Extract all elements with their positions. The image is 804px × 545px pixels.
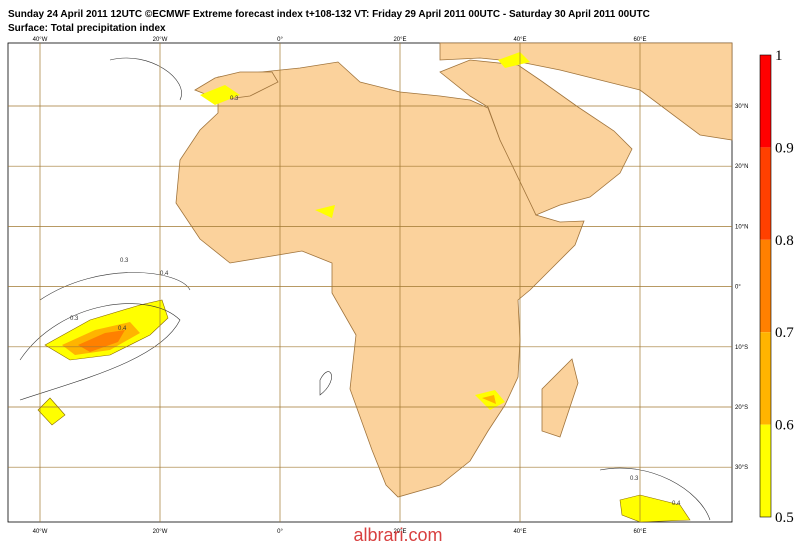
lon-label: 60°E bbox=[633, 529, 646, 535]
colorbar: 1 0.9 0.8 0.7 0.6 0.5 bbox=[759, 48, 794, 526]
graticule: 40°W 40°W 20°W 20°W 0° 0° 20°E 20°E 40°E 40°E 60°E… bbox=[8, 37, 748, 535]
lon-label: 20°E bbox=[393, 529, 406, 535]
lat-label: 20°N bbox=[735, 164, 748, 170]
lon-label: 40°E bbox=[513, 529, 526, 535]
lat-label: 0° bbox=[735, 285, 741, 291]
lon-label: 0° bbox=[277, 37, 283, 43]
contour-label: 0.3 bbox=[230, 96, 239, 102]
colorbar-segment bbox=[760, 424, 771, 517]
lon-label: 40°W bbox=[33, 37, 48, 43]
lat-label: 20°S bbox=[735, 405, 748, 411]
lat-label: 30°N bbox=[735, 104, 748, 110]
lat-label: 30°S bbox=[735, 465, 748, 471]
lon-label: 60°E bbox=[633, 37, 646, 43]
lat-label: 10°N bbox=[735, 224, 748, 230]
subtitle: Surface: Total precipitation index bbox=[8, 23, 166, 34]
colorbar-label: 0.8 bbox=[775, 233, 794, 249]
contour-label: 0.3 bbox=[630, 476, 639, 482]
lon-label: 20°E bbox=[393, 37, 406, 43]
contour-label: 0.4 bbox=[118, 326, 127, 332]
lon-label: 20°W bbox=[153, 529, 168, 535]
colorbar-segment bbox=[760, 147, 771, 240]
lon-label: 40°E bbox=[513, 37, 526, 43]
lon-label: 20°W bbox=[153, 37, 168, 43]
contour-label: 0.4 bbox=[672, 501, 681, 507]
watermark: albrari.com bbox=[353, 525, 442, 545]
colorbar-label: 0.5 bbox=[775, 510, 794, 526]
colorbar-segment bbox=[760, 332, 771, 425]
colorbar-segment bbox=[760, 55, 771, 148]
colorbar-frame bbox=[759, 54, 772, 518]
title: Sunday 24 April 2011 12UTC ©ECMWF Extrem… bbox=[8, 9, 650, 20]
contour-label: 0.4 bbox=[160, 271, 169, 277]
lon-label: 0° bbox=[277, 529, 283, 535]
land bbox=[175, 42, 733, 498]
contours bbox=[19, 57, 711, 521]
colorbar-label: 1 bbox=[775, 48, 783, 64]
colorbar-segment bbox=[760, 239, 771, 333]
lat-label: 10°S bbox=[735, 345, 748, 351]
colorbar-label: 0.7 bbox=[775, 325, 794, 341]
colorbar-label: 0.9 bbox=[775, 140, 794, 156]
lon-label: 40°W bbox=[33, 529, 48, 535]
contour-label: 0.3 bbox=[120, 258, 129, 264]
contour-label: 0.3 bbox=[70, 316, 79, 322]
colorbar-label: 0.6 bbox=[775, 418, 794, 434]
